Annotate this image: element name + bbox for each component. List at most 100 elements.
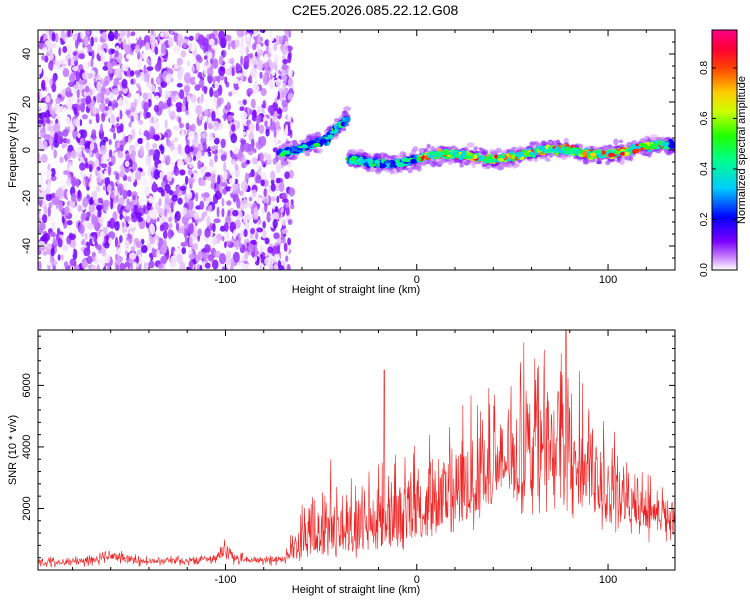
heatmap-cell [250,98,256,109]
heatmap-cell [495,147,502,154]
heatmap-cell [191,64,195,73]
heatmap-cell [160,32,165,38]
heatmap-cell [119,235,123,244]
heatmap-cell [261,160,265,167]
heatmap-cell [119,170,126,178]
heatmap-cell [50,167,56,178]
heatmap-cell [142,92,148,101]
heatmap-cell [115,194,119,202]
heatmap-cell [78,224,85,234]
heatmap-cell [120,30,126,38]
heatmap-cell [214,190,222,200]
heatmap-cell [212,222,216,233]
heatmap-cell [286,264,291,270]
heatmap-cell [154,63,162,72]
heatmap-cell [237,99,245,105]
heatmap-cell [185,122,190,131]
heatmap-cell [55,97,61,105]
heatmap-cell [135,170,142,181]
heatmap-cell [256,33,261,45]
heatmap-cell [129,70,135,77]
heatmap-cell [187,60,190,67]
heatmap-cell [110,198,114,210]
heatmap-cell [96,263,100,270]
heatmap-cell [160,189,165,197]
heatmap-cell [273,42,278,52]
heatmap-cell [214,250,221,258]
heatmap-cell [266,169,270,174]
heatmap-cell [99,104,103,112]
heatmap-cell [115,50,119,58]
heatmap-cell [149,125,155,136]
heatmap-cell [158,263,164,269]
heatmap-cell [210,145,218,151]
heatmap-cell [41,116,46,127]
heatmap-cell [288,187,296,197]
heatmap-cell [234,39,240,48]
heatmap-cell [173,46,177,53]
heatmap-cell [207,116,212,124]
heatmap-cell [206,216,211,227]
heatmap-cell [39,212,43,219]
heatmap-cell [166,96,172,107]
heatmap-cell [39,112,47,119]
heatmap-cell [223,222,229,232]
heatmap-cell [276,195,280,204]
heatmap-cell [209,38,215,46]
heatmap-cell [59,156,64,164]
heatmap-cell [401,166,409,171]
heatmap-cell [80,30,85,40]
heatmap-cell [188,199,194,211]
heatmap-cell [276,108,283,115]
heatmap-cell [185,86,189,98]
heatmap-cell [272,157,277,165]
heatmap-cell [102,185,106,191]
heatmap-cell [237,72,242,78]
heatmap-cell [107,31,115,42]
heatmap-cell [234,219,241,229]
heatmap-cell [236,30,244,38]
heatmap-cell [99,144,107,156]
heatmap-cell [240,131,247,136]
heatmap-cell [69,258,77,267]
heatmap-cell [63,261,69,268]
heatmap-cell [197,34,205,46]
heatmap-cell [248,243,255,253]
heatmap-cell [164,119,168,130]
heatmap-cell [68,73,76,83]
heatmap-cell [273,264,279,270]
heatmap-cell [179,225,185,234]
heatmap-cell [147,179,152,186]
heatmap-cell [214,80,219,90]
heatmap-cell [38,42,44,50]
heatmap-cell [136,83,141,88]
heatmap-cell [260,179,265,187]
heatmap-cell [188,259,194,269]
heatmap-cell [256,59,264,71]
heatmap-cell [61,143,66,149]
heatmap-cell [188,223,195,235]
heatmap-cell [146,57,150,64]
heatmap-cell [182,96,186,106]
heatmap-cell [109,127,116,133]
heatmap-cell [164,183,171,194]
heatmap-cell [119,110,123,120]
heatmap-cell [287,53,292,64]
heatmap-cell [281,228,289,235]
heatmap-cell [42,251,48,256]
heatmap-cell [256,161,260,173]
heatmap-cell [230,133,238,144]
heatmap-cell [268,61,275,69]
heatmap-cell [72,34,78,42]
heatmap-cell [160,181,167,188]
heatmap-cell [411,148,417,154]
heatmap-cell [217,151,222,158]
heatmap-cell [248,75,253,83]
heatmap-cell [177,197,183,205]
heatmap-cell [159,224,164,232]
heatmap-cell [43,34,48,40]
heatmap-cell [75,178,80,188]
heatmap-cell [274,137,278,146]
heatmap-cell [162,230,168,239]
heatmap-cell [204,262,211,269]
